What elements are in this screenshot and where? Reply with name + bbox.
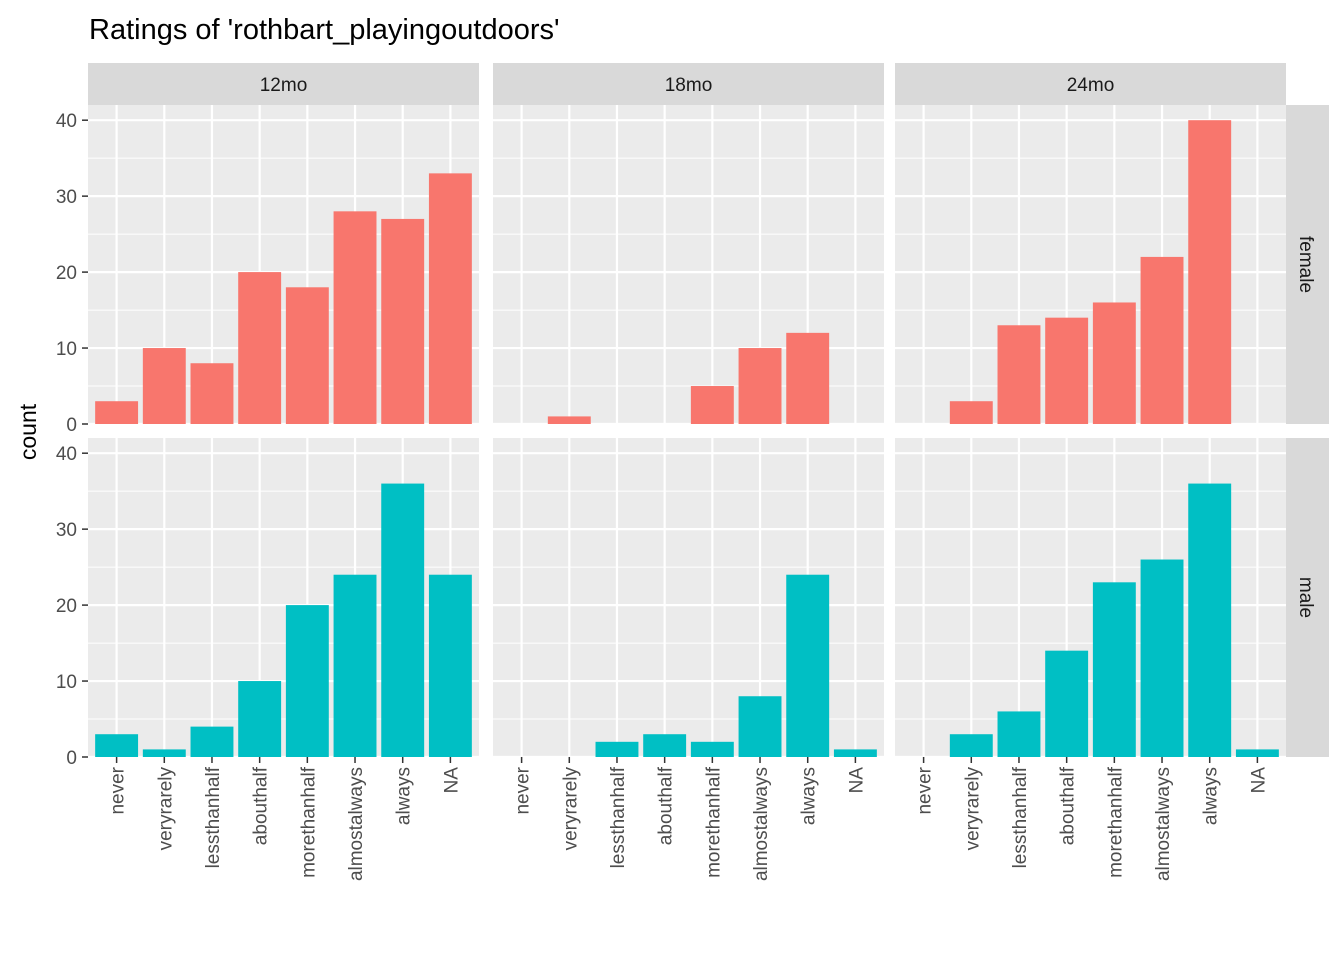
bar-lessthanhalf (997, 711, 1041, 757)
bar-always (786, 332, 830, 424)
facet-strip-24mo (895, 63, 1286, 105)
bar-always (381, 483, 425, 757)
bar-always (1188, 120, 1232, 424)
bar-morethanhalf (690, 386, 734, 424)
y-tick-label: 30 (56, 520, 77, 541)
facet-strip-male (1285, 438, 1329, 757)
x-tick-label: veryrarely (962, 767, 983, 851)
x-tick-label: NA (846, 767, 867, 794)
bar-lessthanhalf (997, 325, 1041, 424)
x-tick-label: always (799, 767, 820, 825)
bar-abouthalf (238, 272, 282, 424)
x-tick-label: veryrarely (155, 767, 176, 851)
x-tick-label: lessthanhalf (1010, 766, 1031, 868)
y-axis-title: count (15, 403, 41, 460)
panel-male-24mo (895, 438, 1286, 759)
y-tick-label: 0 (66, 415, 77, 436)
bar-almostalways (333, 574, 377, 757)
bar-morethanhalf (285, 287, 329, 424)
facet-strip-label: 24mo (1067, 75, 1115, 96)
bar-NA (428, 574, 472, 757)
bar-morethanhalf (285, 605, 329, 757)
panel-female-18mo (493, 105, 884, 426)
x-tick-label: abouthalf (251, 766, 272, 845)
x-tick-label: morethanhalf (703, 766, 724, 878)
bar-veryrarely (547, 416, 591, 424)
x-tick-label: morethanhalf (1105, 766, 1126, 878)
x-tick-label: lessthanhalf (608, 766, 629, 868)
facet-strip-label: male (1295, 577, 1316, 618)
bar-veryrarely (142, 749, 186, 757)
bar-almostalways (738, 696, 782, 757)
bar-always (786, 574, 830, 757)
y-tick-label: 0 (66, 748, 77, 769)
x-tick-label: always (1201, 767, 1222, 825)
y-tick-label: 20 (56, 596, 77, 617)
facet-strip-female (1285, 105, 1329, 424)
x-tick-label: never (108, 766, 129, 814)
bar-never (95, 401, 139, 424)
bar-NA (428, 173, 472, 424)
panel-male-18mo (493, 438, 884, 759)
x-tick-label: NA (441, 767, 462, 794)
bar-almostalways (1140, 256, 1184, 424)
x-tick-label: always (394, 767, 415, 825)
y-tick-label: 40 (56, 444, 77, 465)
x-tick-label: abouthalf (656, 766, 677, 845)
bar-NA (833, 749, 877, 757)
y-tick-label: 30 (56, 187, 77, 208)
bar-morethanhalf (690, 741, 734, 757)
x-tick-label: NA (1248, 767, 1269, 794)
x-tick-label: lessthanhalf (203, 766, 224, 868)
x-tick-label: abouthalf (1058, 766, 1079, 845)
bar-lessthanhalf (190, 363, 234, 424)
y-tick-label: 40 (56, 111, 77, 132)
x-tick-label: morethanhalf (298, 766, 319, 878)
bar-never (95, 734, 139, 757)
facet-strip-label: 18mo (665, 75, 713, 96)
x-tick-label: never (915, 766, 936, 814)
bar-lessthanhalf (190, 726, 234, 757)
bar-veryrarely (949, 401, 993, 424)
y-tick-label: 20 (56, 263, 77, 284)
bar-abouthalf (643, 734, 687, 757)
x-tick-label: almostalways (346, 767, 367, 881)
bar-NA (1235, 749, 1279, 757)
panel-male-12mo (88, 438, 479, 759)
panel-female-24mo (895, 105, 1286, 426)
bar-abouthalf (238, 681, 282, 757)
bar-almostalways (1140, 559, 1184, 757)
x-tick-label: never (513, 766, 534, 814)
facet-strip-18mo (493, 63, 884, 105)
facet-strip-label: 12mo (260, 75, 308, 96)
y-tick-label: 10 (56, 339, 77, 360)
bar-abouthalf (1045, 317, 1089, 424)
facet-strip-label: female (1295, 236, 1316, 293)
chart-title: Ratings of 'rothbart_playingoutdoors' (89, 14, 560, 46)
facet-strip-12mo (88, 63, 479, 105)
bar-lessthanhalf (595, 741, 639, 757)
y-tick-label: 10 (56, 672, 77, 693)
bar-morethanhalf (1092, 302, 1136, 424)
bar-veryrarely (142, 348, 186, 424)
bar-always (1188, 483, 1232, 757)
bar-almostalways (738, 348, 782, 424)
bar-almostalways (333, 211, 377, 424)
plot-area: 12mo 18mo 24mo female male 0 10 20 30 40 0 10 20 30 40… (56, 63, 1329, 881)
x-tick-label: almostalways (751, 767, 772, 881)
x-tick-label: veryrarely (560, 767, 581, 851)
bar-morethanhalf (1092, 582, 1136, 757)
x-tick-label: almostalways (1153, 767, 1174, 881)
bar-always (381, 218, 425, 424)
bar-abouthalf (1045, 650, 1089, 757)
panel-female-12mo (88, 105, 479, 426)
bar-veryrarely (949, 734, 993, 757)
